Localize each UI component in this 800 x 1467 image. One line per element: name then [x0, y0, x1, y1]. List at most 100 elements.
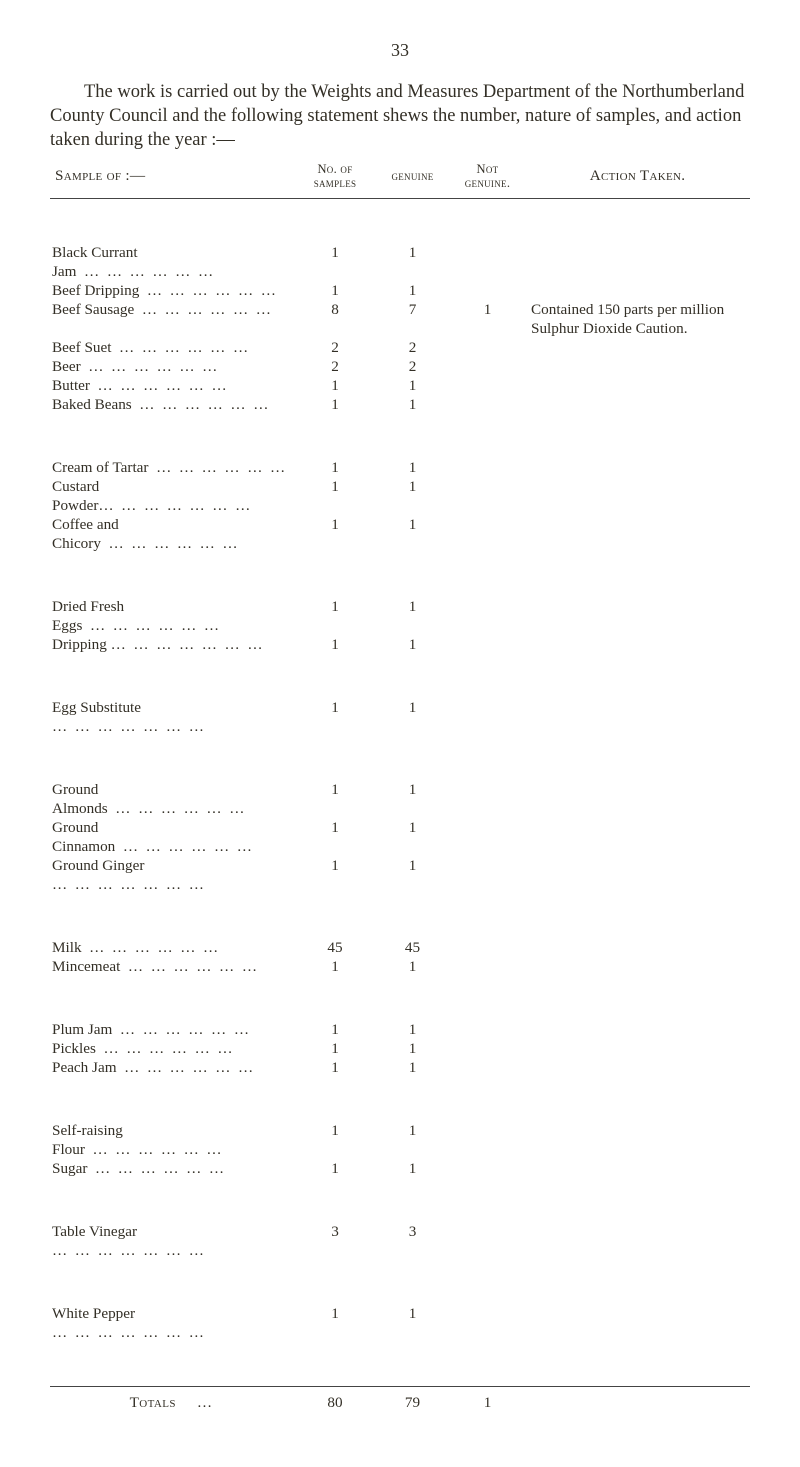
cell-genuine: 1	[375, 1159, 450, 1178]
table-row: Ground Almonds … … … … … …11	[50, 780, 750, 818]
cell-action	[525, 243, 750, 281]
cell-sample: Beef Dripping … … … … … …	[50, 281, 295, 300]
table-row: Dripping … … … … … … …11	[50, 635, 750, 654]
cell-genuine: 1	[375, 515, 450, 553]
table-row: Beef Suet … … … … … …22	[50, 338, 750, 357]
cell-nsamples: 1	[295, 698, 375, 736]
col-action: Action Taken.	[525, 158, 750, 199]
cell-not-genuine	[450, 1159, 525, 1178]
totals-label: Totals …	[50, 1387, 295, 1418]
cell-nsamples: 1	[295, 957, 375, 976]
cell-action	[525, 957, 750, 976]
cell-not-genuine	[450, 395, 525, 414]
totals-g: 79	[375, 1387, 450, 1418]
cell-not-genuine: 1	[450, 300, 525, 338]
cell-not-genuine	[450, 243, 525, 281]
cell-not-genuine	[450, 780, 525, 818]
table-row: Beef Sausage … … … … … …871Contained 150…	[50, 300, 750, 338]
cell-genuine: 45	[375, 938, 450, 957]
cell-action	[525, 780, 750, 818]
cell-genuine: 1	[375, 635, 450, 654]
cell-genuine: 1	[375, 957, 450, 976]
cell-nsamples: 1	[295, 281, 375, 300]
cell-nsamples: 1	[295, 395, 375, 414]
cell-sample: Beer … … … … … …	[50, 357, 295, 376]
cell-nsamples: 1	[295, 477, 375, 515]
totals-a	[525, 1387, 750, 1418]
cell-not-genuine	[450, 1304, 525, 1342]
cell-not-genuine	[450, 1058, 525, 1077]
table-row: Dried Fresh Eggs … … … … … …11	[50, 597, 750, 635]
cell-nsamples: 1	[295, 635, 375, 654]
cell-sample: Plum Jam … … … … … …	[50, 1020, 295, 1039]
cell-nsamples: 1	[295, 458, 375, 477]
cell-sample: Table Vinegar … … … … … … …	[50, 1222, 295, 1260]
cell-action	[525, 597, 750, 635]
cell-not-genuine	[450, 458, 525, 477]
cell-genuine: 1	[375, 1020, 450, 1039]
cell-action	[525, 635, 750, 654]
cell-action	[525, 281, 750, 300]
cell-action	[525, 1304, 750, 1342]
col-nsamples-line2: samples	[314, 176, 357, 190]
table-row: Beef Dripping … … … … … …11	[50, 281, 750, 300]
table-row: Peach Jam … … … … … …11	[50, 1058, 750, 1077]
cell-genuine: 1	[375, 818, 450, 856]
cell-genuine: 1	[375, 780, 450, 818]
cell-nsamples: 45	[295, 938, 375, 957]
cell-nsamples: 1	[295, 818, 375, 856]
table-row: Plum Jam … … … … … …11	[50, 1020, 750, 1039]
cell-action	[525, 818, 750, 856]
cell-action	[525, 458, 750, 477]
cell-sample: Custard Powder… … … … … … …	[50, 477, 295, 515]
cell-action	[525, 1020, 750, 1039]
cell-sample: Peach Jam … … … … … …	[50, 1058, 295, 1077]
col-genuine: genuine	[375, 158, 450, 199]
cell-nsamples: 1	[295, 1039, 375, 1058]
cell-sample: Black Currant Jam … … … … … …	[50, 243, 295, 281]
cell-genuine: 3	[375, 1222, 450, 1260]
cell-sample: Beef Sausage … … … … … …	[50, 300, 295, 338]
table-row: Cream of Tartar … … … … … …11	[50, 458, 750, 477]
col-not-line1: Not	[477, 162, 499, 176]
cell-genuine: 1	[375, 281, 450, 300]
cell-not-genuine	[450, 376, 525, 395]
table-row: Milk … … … … … …4545	[50, 938, 750, 957]
cell-genuine: 1	[375, 856, 450, 894]
cell-genuine: 1	[375, 597, 450, 635]
table-row: Butter … … … … … …11	[50, 376, 750, 395]
cell-sample: Sugar … … … … … …	[50, 1159, 295, 1178]
cell-sample: Mincemeat … … … … … …	[50, 957, 295, 976]
col-nsamples: No. of samples	[295, 158, 375, 199]
cell-sample: Dried Fresh Eggs … … … … … …	[50, 597, 295, 635]
cell-genuine: 1	[375, 1058, 450, 1077]
col-not-line2: genuine.	[465, 176, 511, 190]
cell-not-genuine	[450, 635, 525, 654]
cell-action	[525, 1121, 750, 1159]
cell-not-genuine	[450, 338, 525, 357]
cell-not-genuine	[450, 938, 525, 957]
cell-sample: Ground Ginger … … … … … … …	[50, 856, 295, 894]
cell-not-genuine	[450, 1020, 525, 1039]
totals-ng: 1	[450, 1387, 525, 1418]
cell-not-genuine	[450, 281, 525, 300]
samples-table: Sample of :— No. of samples genuine Not …	[50, 158, 750, 1418]
table-row: Black Currant Jam … … … … … …11	[50, 243, 750, 281]
cell-action	[525, 515, 750, 553]
table-row: Pickles … … … … … …11	[50, 1039, 750, 1058]
cell-action	[525, 1222, 750, 1260]
cell-nsamples: 1	[295, 1159, 375, 1178]
cell-action	[525, 357, 750, 376]
col-nsamples-line1: No. of	[317, 162, 352, 176]
cell-sample: Coffee and Chicory … … … … … …	[50, 515, 295, 553]
cell-nsamples: 2	[295, 357, 375, 376]
cell-nsamples: 1	[295, 1058, 375, 1077]
cell-action	[525, 477, 750, 515]
cell-nsamples: 1	[295, 1121, 375, 1159]
cell-genuine: 1	[375, 698, 450, 736]
table-row: Custard Powder… … … … … … …11	[50, 477, 750, 515]
totals-row: Totals …80791	[50, 1387, 750, 1418]
table-row: Table Vinegar … … … … … … …33	[50, 1222, 750, 1260]
cell-genuine: 1	[375, 1039, 450, 1058]
cell-sample: Butter … … … … … …	[50, 376, 295, 395]
